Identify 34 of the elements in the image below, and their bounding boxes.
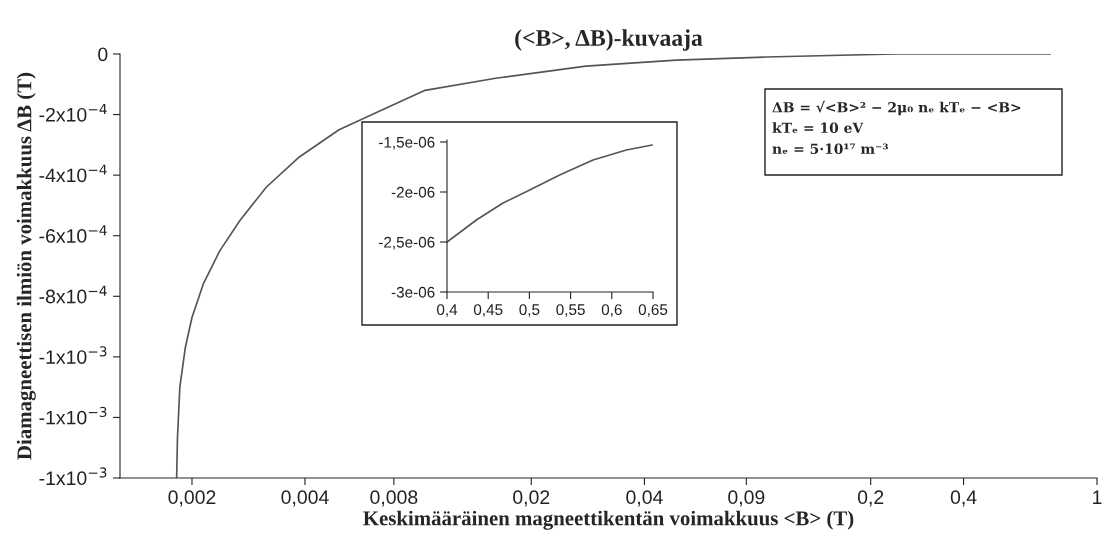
x-tick-label: 0,5 xyxy=(519,304,540,317)
x-tick-label: 0,09 xyxy=(728,490,765,507)
chart-title: (<B>, ΔB)-kuvaaja xyxy=(515,29,703,51)
y-tick-label: 0 xyxy=(98,47,108,62)
x-tick-label: 0,4 xyxy=(950,490,977,507)
x-tick-label: 0,6 xyxy=(601,304,622,317)
y-axis-title: Diamagneettisen ilmiön voimakkuus ΔB (T) xyxy=(16,72,36,460)
y-tick-label: -2e-06 xyxy=(391,186,435,198)
x-tick-label: 0,002 xyxy=(168,490,216,507)
x-tick-label: 0,55 xyxy=(556,304,585,317)
y-tick-label: -4x10$^{−4}$ xyxy=(39,164,107,183)
line-series xyxy=(447,144,653,243)
annotation: ΔB = √<B>² − 2μ₀ nₑ kTₑ − <B> xyxy=(772,100,1021,116)
annotation: nₑ = 5·10¹⁷ m⁻³ xyxy=(772,143,888,155)
x-tick-label: 0,65 xyxy=(638,304,668,317)
x-tick-label: 1 xyxy=(1093,490,1102,504)
y-tick-label: -3e-06 xyxy=(391,286,435,298)
y-tick-label: -2x10$^{−4}$ xyxy=(39,104,107,122)
y-tick-label: -6x10$^{−4}$ xyxy=(39,225,107,243)
y-tick-label: -1x10$^{−3}$ xyxy=(39,467,107,486)
x-tick-label: 0,45 xyxy=(473,304,503,317)
x-tick-label: 0,004 xyxy=(281,490,329,507)
x-tick-label: 0,4 xyxy=(436,304,458,317)
x-tick-label: 0,04 xyxy=(626,490,663,507)
y-tick-label: -1,5e-06 xyxy=(378,136,435,150)
y-tick-label: -1x10$^{−3}$ xyxy=(39,406,107,425)
x-tick-label: 0,02 xyxy=(513,490,550,507)
x-axis-title: Keskimääräinen magneettikentän voimakkuus <B> (T) xyxy=(363,510,854,530)
annotation: kTₑ = 10 eV xyxy=(772,122,864,134)
x-tick-label: 0,2 xyxy=(857,490,884,507)
y-tick-label: -2,5e-06 xyxy=(378,236,435,250)
x-tick-label: 0,008 xyxy=(370,490,418,507)
y-tick-label: -1x10$^{−3}$ xyxy=(39,346,107,364)
y-tick-label: -8x10$^{−4}$ xyxy=(39,285,107,304)
